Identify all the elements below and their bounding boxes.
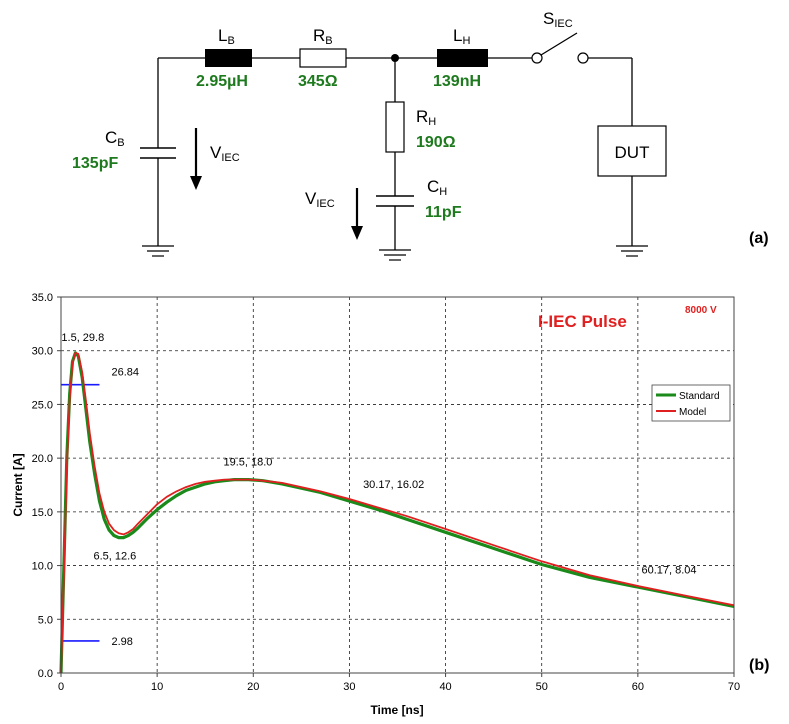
capacitor-ch [376,195,414,207]
rb-value: 345Ω [298,73,338,90]
chart: 26.84 2.98 0 10 20 30 40 50 60 70 0.0 5.0 10.0 15.0… [11,292,769,717]
x-tick-label: 40 [439,681,451,693]
plot-frame [60,296,735,674]
legend: Standard Model [651,384,731,422]
inductor-lh [437,49,488,67]
x-tick-label: 60 [632,681,644,693]
y-tick-label: 25.0 [32,399,53,411]
rb-label: RB [313,26,333,47]
legend-box [651,384,731,422]
legend-label-standard: Standard [679,391,720,402]
data-point-annotation: 6.5, 12.6 [93,551,136,563]
resistor-rb [299,48,347,68]
x-tick-label: 0 [58,681,64,693]
series-line-model [60,352,735,674]
resistor-rh [385,101,405,153]
data-point-annotation: 30.17, 16.02 [363,479,424,491]
y-tick-label: 10.0 [32,561,53,573]
x-tick-label: 50 [536,681,548,693]
data-point-annotation: 60.17, 8.04 [641,565,696,577]
y-axis-ticks: 0.0 5.0 10.0 15.0 20.0 25.0 30.0 35.0 [32,292,61,680]
series-lines [59,351,735,674]
ground-icon [616,245,648,257]
y-tick-label: 20.0 [32,453,53,465]
lb-value: 2.95µH [196,73,248,90]
x-axis-ticks: 0 10 20 30 40 50 60 70 [58,673,740,693]
viec-left-label: VIEC [210,143,240,164]
grid [61,297,734,673]
dut-label: DUT [615,143,650,162]
junction-dot [391,54,399,62]
legend-label-model: Model [679,407,706,418]
reference-lines: 26.84 2.98 [61,367,139,648]
ground-icon [379,249,411,261]
rh-value: 190Ω [416,134,456,151]
y-tick-label: 5.0 [38,614,53,626]
y-tick-label: 35.0 [32,292,53,304]
reference-line-label: 26.84 [111,367,139,379]
capacitor-cb [140,147,176,159]
annotations: 1.5, 29.8 6.5, 12.6 19.5, 18.0 30.17, 16.02… [61,332,696,577]
reference-line-label: 2.98 [111,636,132,648]
arrow-down-icon [190,128,202,190]
cb-value: 135pF [72,155,118,172]
data-point-annotation: 19.5, 18.0 [223,457,272,469]
x-axis-label: Time [ns] [370,703,423,717]
x-tick-label: 70 [728,681,740,693]
panel-b-label: (b) [749,657,769,674]
y-axis-label: Current [A] [11,453,25,516]
ch-value: 11pF [425,204,462,221]
switch-label: SIEC [543,9,573,30]
panel-a-label: (a) [749,230,769,247]
lh-label: LH [453,26,470,47]
x-tick-label: 20 [247,681,259,693]
x-tick-label: 30 [343,681,355,693]
arrow-down-icon [351,188,363,240]
plot-area [61,297,734,673]
y-tick-label: 30.0 [32,346,53,358]
dut-box [597,125,667,177]
inductor-lb [205,49,252,67]
ch-label: CH [427,177,447,198]
y-tick-label: 15.0 [32,507,53,519]
cb-label: CB [105,128,125,149]
x-tick-label: 10 [151,681,163,693]
y-tick-label: 0.0 [38,668,53,680]
rh-label: RH [416,107,436,128]
ground-icon [142,245,174,257]
switch-siec [531,32,589,64]
lh-value: 139nH [433,73,481,90]
chart-title: I-IEC Pulse [538,312,627,331]
viec-right-label: VIEC [305,189,335,210]
data-point-annotation: 1.5, 29.8 [61,332,104,344]
lb-label: LB [218,26,235,47]
voltage-label: 8000 V [685,305,717,316]
